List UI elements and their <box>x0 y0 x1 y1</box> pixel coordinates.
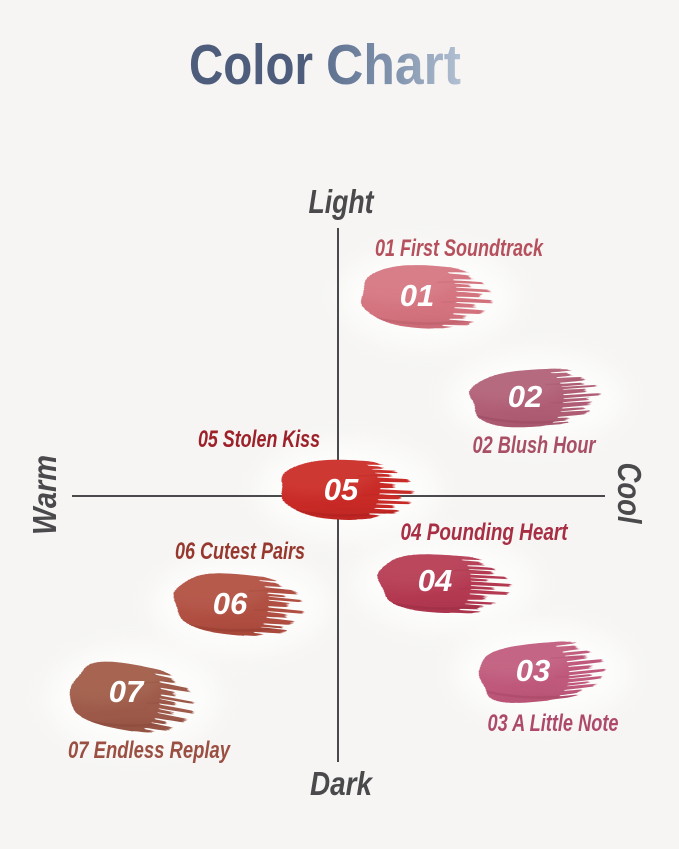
svg-text:02 Blush Hour: 02 Blush Hour <box>473 432 597 459</box>
svg-text:03: 03 <box>516 653 550 688</box>
svg-text:02: 02 <box>508 379 542 414</box>
svg-text:07 Endless Replay: 07 Endless Replay <box>68 737 231 764</box>
svg-text:05 Stolen Kiss: 05 Stolen Kiss <box>198 426 320 453</box>
svg-text:Light: Light <box>309 183 376 220</box>
svg-text:Cool: Cool <box>611 463 648 525</box>
svg-text:07: 07 <box>109 674 145 709</box>
svg-text:Warm: Warm <box>26 455 63 535</box>
svg-text:Chart: Chart <box>326 33 461 97</box>
svg-text:01 First Soundtrack: 01 First Soundtrack <box>375 235 544 262</box>
svg-text:04: 04 <box>418 563 452 598</box>
svg-text:06 Cutest Pairs: 06 Cutest Pairs <box>175 538 305 565</box>
svg-text:06: 06 <box>213 586 248 621</box>
svg-text:Dark: Dark <box>310 765 373 802</box>
svg-text:04 Pounding Heart: 04 Pounding Heart <box>401 519 569 546</box>
svg-text:05: 05 <box>324 472 359 507</box>
svg-text:01: 01 <box>400 278 434 313</box>
svg-text:03 A Little Note: 03 A Little Note <box>488 710 619 737</box>
svg-text:Color: Color <box>189 33 313 97</box>
